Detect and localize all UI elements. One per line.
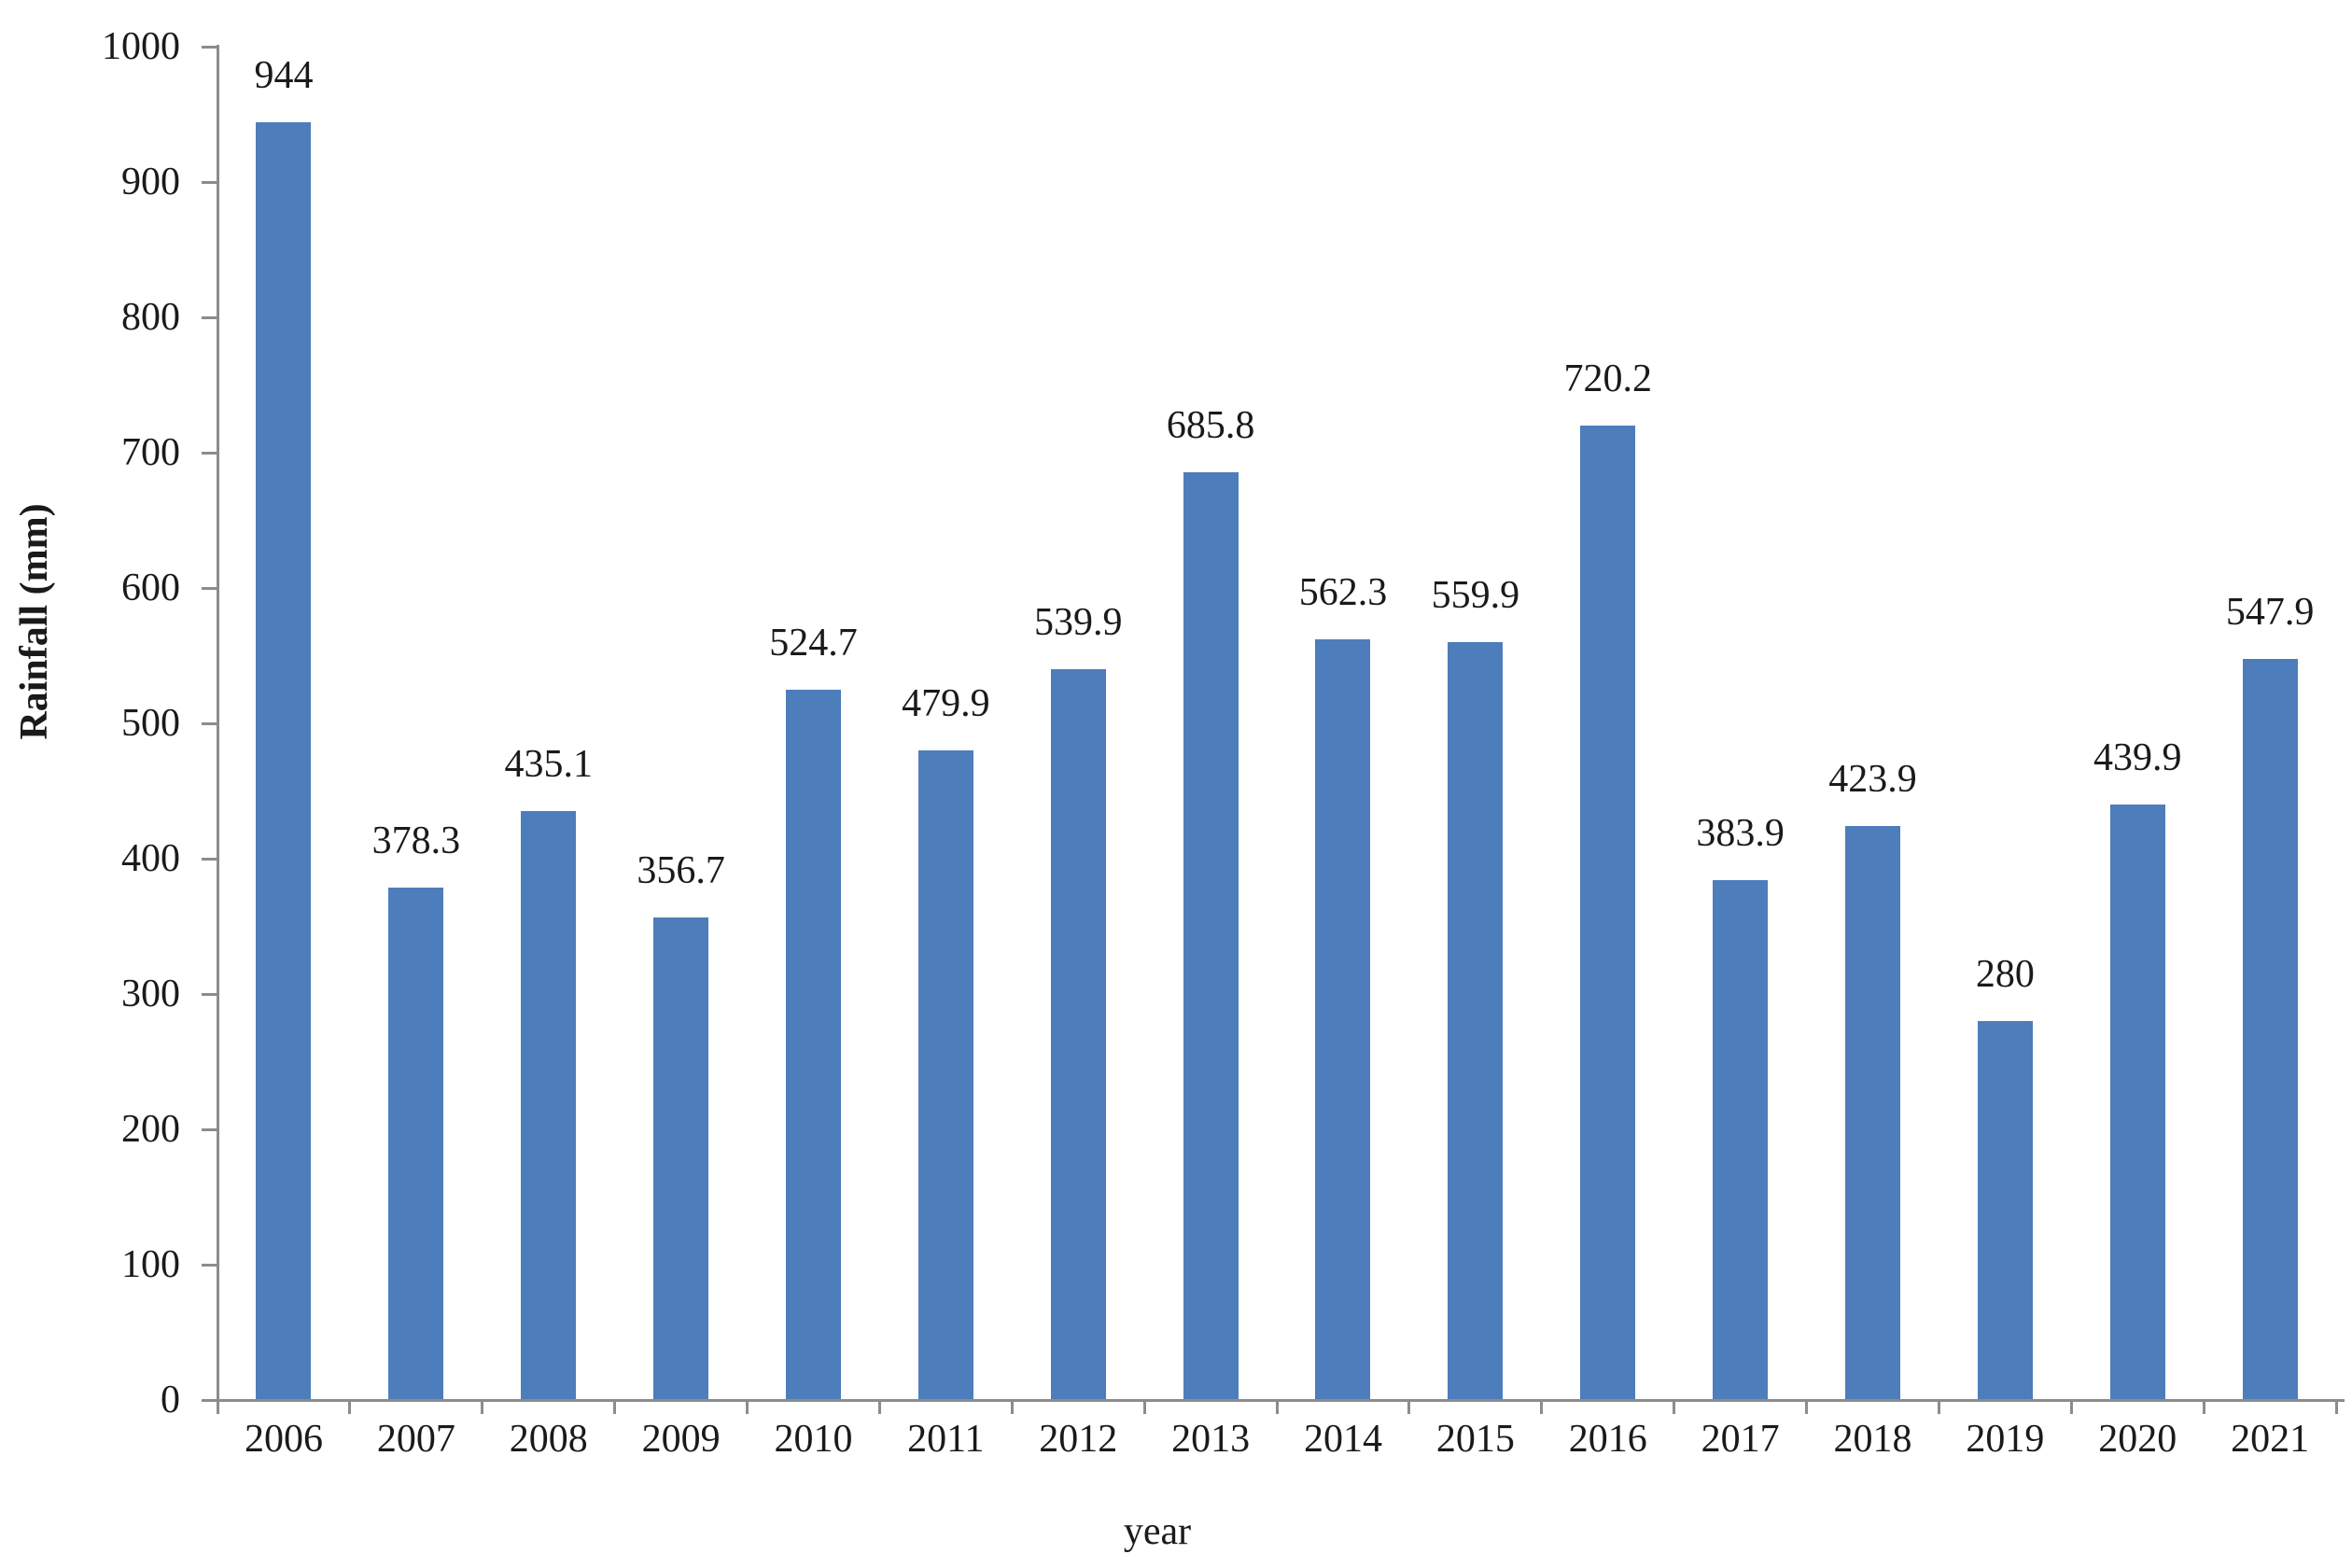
bar-2006 — [256, 122, 312, 1400]
y-tick-label: 800 — [121, 296, 180, 339]
y-tick — [201, 721, 217, 725]
bar-2019 — [1977, 1021, 2033, 1400]
y-tick-label: 0 — [161, 1379, 180, 1421]
data-label-2008: 435.1 — [504, 743, 593, 787]
y-tick-label: 100 — [121, 1243, 180, 1286]
data-label-2013: 685.8 — [1166, 403, 1255, 447]
bar-2015 — [1448, 642, 1504, 1400]
x-tick — [1540, 1400, 1544, 1414]
y-tick-label: 400 — [121, 837, 180, 880]
data-label-2015: 559.9 — [1431, 574, 1520, 618]
x-tick-label-2020: 2020 — [2098, 1418, 2177, 1461]
x-tick-label-2013: 2013 — [1171, 1418, 1251, 1461]
x-tick-label-2011: 2011 — [907, 1418, 985, 1461]
x-tick — [877, 1400, 881, 1414]
bar-2017 — [1713, 880, 1769, 1400]
bar-2013 — [1183, 471, 1239, 1400]
x-tick — [746, 1400, 749, 1414]
x-tick-label-2006: 2006 — [244, 1418, 323, 1461]
x-tick-label-2008: 2008 — [509, 1418, 588, 1461]
x-tick-label-2014: 2014 — [1303, 1418, 1382, 1461]
y-tick-label: 500 — [121, 702, 180, 745]
y-tick — [201, 1398, 217, 1402]
data-label-2019: 280 — [1975, 953, 2035, 996]
y-tick — [201, 992, 217, 996]
x-tick-label-2010: 2010 — [774, 1418, 853, 1461]
y-tick — [201, 1127, 217, 1131]
x-tick — [2202, 1400, 2205, 1414]
x-axis-title: year — [1123, 1510, 1192, 1553]
x-tick — [1407, 1400, 1411, 1414]
y-tick — [201, 857, 217, 861]
y-tick-label: 700 — [121, 431, 180, 474]
x-tick-label-2009: 2009 — [641, 1418, 721, 1461]
bar-2012 — [1050, 669, 1106, 1400]
bar-2020 — [2109, 805, 2165, 1400]
data-label-2009: 356.7 — [637, 848, 725, 892]
x-tick-label-2021: 2021 — [2231, 1418, 2310, 1461]
x-tick — [2334, 1400, 2338, 1414]
x-tick — [1805, 1400, 1808, 1414]
bar-2011 — [917, 750, 973, 1400]
data-label-2012: 539.9 — [1033, 601, 1123, 645]
x-tick — [481, 1400, 484, 1414]
bar-2014 — [1315, 638, 1371, 1400]
x-tick — [613, 1400, 617, 1414]
y-tick-label: 200 — [121, 1108, 180, 1151]
y-tick — [201, 315, 217, 319]
x-tick-label-2012: 2012 — [1039, 1418, 1118, 1461]
y-tick-label: 900 — [121, 161, 180, 203]
x-tick-label-2019: 2019 — [1966, 1418, 2045, 1461]
x-tick — [1010, 1400, 1014, 1414]
x-tick — [348, 1400, 352, 1414]
data-label-2018: 423.9 — [1828, 758, 1917, 802]
data-label-2011: 479.9 — [902, 682, 990, 726]
y-tick-label: 600 — [121, 567, 180, 609]
y-tick — [201, 180, 217, 184]
y-tick-label: 300 — [121, 973, 180, 1015]
x-axis-line — [216, 1398, 2345, 1402]
x-tick — [2069, 1400, 2073, 1414]
bar-2018 — [1844, 826, 1900, 1400]
data-label-2017: 383.9 — [1696, 812, 1785, 856]
x-tick — [1142, 1400, 1146, 1414]
y-tick — [201, 451, 217, 455]
y-tick-label: 1000 — [102, 25, 180, 68]
data-label-2021: 547.9 — [2225, 590, 2315, 634]
bar-2021 — [2242, 658, 2298, 1400]
data-label-2006: 944 — [254, 54, 314, 98]
x-tick-label-2007: 2007 — [376, 1418, 455, 1461]
x-tick — [216, 1400, 219, 1414]
x-tick-label-2017: 2017 — [1701, 1418, 1780, 1461]
bar-2007 — [388, 888, 444, 1400]
data-label-2014: 562.3 — [1298, 570, 1388, 614]
bar-2009 — [653, 917, 709, 1400]
x-tick — [1937, 1400, 1940, 1414]
x-tick — [1673, 1400, 1676, 1414]
y-tick — [201, 1263, 217, 1267]
bar-2008 — [521, 811, 577, 1400]
x-tick-label-2015: 2015 — [1435, 1418, 1515, 1461]
x-tick-label-2016: 2016 — [1568, 1418, 1647, 1461]
bar-2010 — [785, 690, 841, 1400]
x-tick — [1275, 1400, 1279, 1414]
y-tick — [201, 45, 217, 49]
bar-2016 — [1580, 425, 1636, 1400]
data-label-2007: 378.3 — [371, 819, 461, 863]
y-axis-line — [216, 45, 219, 1400]
data-label-2010: 524.7 — [769, 622, 858, 665]
data-label-2020: 439.9 — [2093, 736, 2182, 780]
y-axis-title: Rainfall (mm) — [13, 503, 56, 740]
y-tick — [201, 586, 217, 590]
x-tick-label-2018: 2018 — [1833, 1418, 1912, 1461]
data-label-2016: 720.2 — [1563, 357, 1652, 400]
